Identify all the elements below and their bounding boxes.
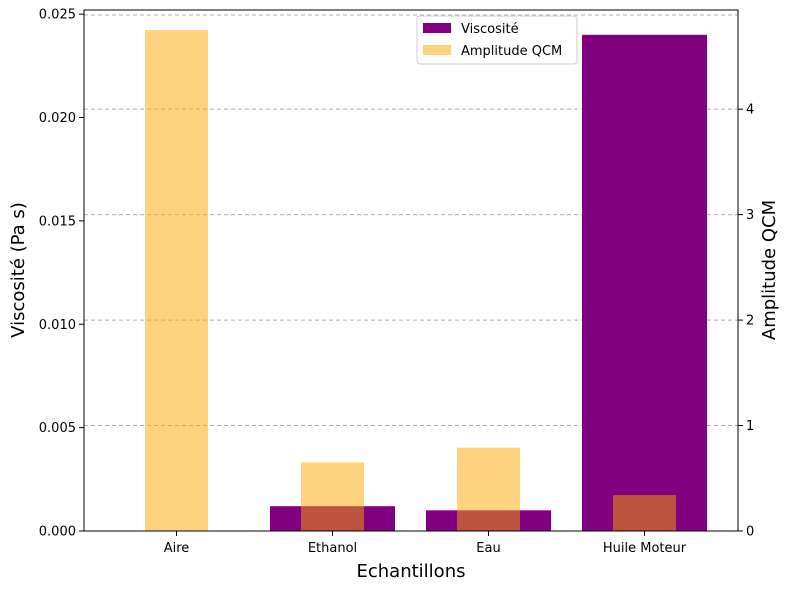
plot-frame (83, 9, 739, 532)
y-right-tick-label-4: 4 (746, 103, 754, 118)
y-left-tick-label-4: 0.020 (39, 111, 76, 126)
y-right-tick-label-0: 0 (746, 525, 754, 540)
y-left-tick-label-0: 0.000 (39, 525, 76, 540)
y-right-tick-label-1: 1 (746, 419, 754, 434)
y-axis-right-title: Amplitude QCM (759, 200, 780, 340)
legend-swatch-amplitude (423, 45, 451, 55)
x-axis: Aire Ethanol Eau Huile Moteur (164, 531, 687, 556)
legend-label-amplitude: Amplitude QCM (461, 44, 562, 59)
bar-amplitude-0 (145, 30, 208, 532)
x-axis-title: Echantillons (357, 561, 466, 582)
left-axis: 0.000 0.005 0.010 0.015 0.020 0.025 (39, 8, 84, 540)
x-tick-label-3: Huile Moteur (603, 541, 687, 556)
y-left-tick-label-5: 0.025 (39, 8, 76, 23)
x-tick-label-1: Ethanol (308, 541, 357, 556)
bar-viscosite-3 (582, 34, 707, 532)
y-left-tick-label-1: 0.005 (39, 421, 76, 436)
y-left-tick-label-3: 0.015 (39, 214, 76, 229)
bar-amplitude-1 (301, 462, 364, 531)
legend-label-viscosite: Viscosité (461, 22, 519, 37)
x-tick-label-0: Aire (164, 541, 190, 556)
bars-layer (114, 30, 707, 532)
y-right-tick-label-3: 3 (746, 208, 754, 223)
legend: Viscosité Amplitude QCM (416, 15, 578, 65)
right-axis: 0 1 2 3 4 (738, 103, 754, 540)
bar-amplitude-2 (457, 447, 520, 531)
y-left-tick-label-2: 0.010 (39, 318, 76, 333)
y-axis-left-title: Viscosité (Pa s) (8, 202, 29, 338)
legend-swatch-viscosite (423, 23, 451, 33)
bar-amplitude-3 (613, 495, 676, 531)
legend-box (416, 15, 578, 65)
x-tick-label-2: Eau (476, 541, 500, 556)
y-right-tick-label-2: 2 (746, 314, 754, 329)
